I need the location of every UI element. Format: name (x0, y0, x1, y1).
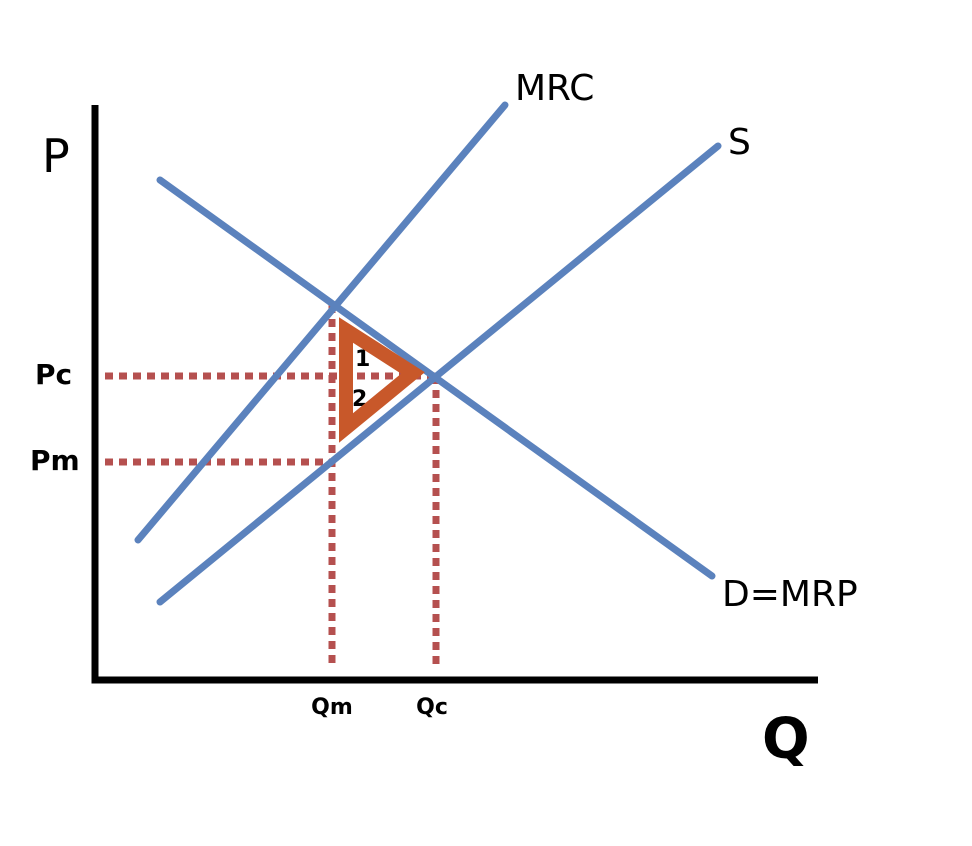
area-label: 1 (355, 347, 370, 372)
mrc-curve (134, 101, 509, 544)
y-axis-label: P (42, 129, 70, 183)
price-label: Pc (35, 358, 72, 391)
curve-label: MRC (515, 68, 594, 109)
quantity-label: Qm (311, 695, 353, 720)
supply-curve (156, 142, 722, 606)
axes (91, 105, 818, 684)
price-label: Pm (30, 444, 80, 477)
quantity-label: Qc (416, 695, 448, 720)
curve-label: D=MRP (722, 574, 858, 615)
curve-label: S (728, 122, 751, 163)
deadweight-loss (339, 317, 425, 443)
x-axis-label: Q (762, 707, 810, 772)
demand-curve (156, 176, 716, 580)
